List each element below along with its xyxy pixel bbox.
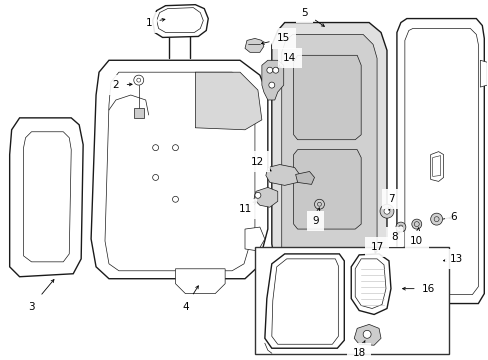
Text: 4: 4: [182, 286, 198, 311]
Circle shape: [411, 219, 421, 229]
Polygon shape: [134, 108, 143, 118]
Polygon shape: [281, 35, 376, 261]
Polygon shape: [293, 55, 361, 140]
Circle shape: [272, 67, 278, 73]
Text: 16: 16: [402, 284, 434, 294]
Polygon shape: [294, 257, 309, 267]
Polygon shape: [361, 257, 375, 267]
Circle shape: [395, 222, 405, 232]
Polygon shape: [265, 165, 299, 185]
Polygon shape: [152, 5, 208, 37]
Circle shape: [268, 82, 274, 88]
Polygon shape: [91, 60, 267, 279]
Circle shape: [383, 208, 389, 214]
Polygon shape: [293, 150, 361, 229]
Polygon shape: [339, 257, 353, 267]
Polygon shape: [353, 324, 380, 345]
Polygon shape: [244, 227, 264, 251]
Polygon shape: [253, 187, 277, 207]
Circle shape: [314, 199, 324, 209]
Polygon shape: [295, 171, 314, 184]
Text: 11: 11: [238, 201, 256, 214]
Polygon shape: [175, 269, 224, 294]
Polygon shape: [10, 118, 83, 277]
Text: 1: 1: [145, 18, 164, 27]
Circle shape: [254, 192, 261, 198]
Text: 15: 15: [261, 33, 290, 44]
Circle shape: [363, 330, 370, 338]
Circle shape: [379, 204, 393, 218]
Text: 9: 9: [311, 208, 319, 226]
Text: 3: 3: [28, 280, 54, 311]
Polygon shape: [479, 60, 486, 87]
Text: 13: 13: [443, 254, 462, 264]
Polygon shape: [271, 23, 386, 271]
Text: 17: 17: [370, 242, 383, 253]
Polygon shape: [396, 19, 483, 303]
Text: 18: 18: [352, 341, 365, 358]
Polygon shape: [195, 72, 262, 130]
Text: 2: 2: [112, 80, 132, 90]
Text: 14: 14: [277, 53, 296, 68]
Polygon shape: [262, 60, 283, 100]
Circle shape: [430, 213, 442, 225]
Text: 6: 6: [448, 212, 456, 222]
Polygon shape: [244, 39, 264, 52]
Polygon shape: [317, 257, 332, 267]
Text: 7: 7: [387, 194, 393, 210]
Text: 5: 5: [301, 8, 324, 26]
Bar: [254, 247, 447, 354]
Text: 8: 8: [391, 232, 399, 242]
Text: 10: 10: [409, 228, 423, 246]
Text: 12: 12: [251, 157, 270, 171]
Circle shape: [266, 67, 272, 73]
